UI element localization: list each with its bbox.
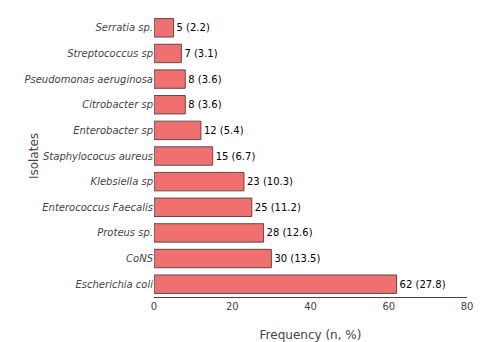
svg-text:Isolates: Isolates xyxy=(27,133,41,179)
svg-text:Streptococcus sp: Streptococcus sp xyxy=(67,48,153,59)
svg-text:60: 60 xyxy=(382,301,395,312)
svg-text:15 (6.7): 15 (6.7) xyxy=(216,151,256,162)
svg-text:8 (3.6): 8 (3.6) xyxy=(188,99,221,110)
svg-text:20: 20 xyxy=(226,301,239,312)
svg-text:Frequency (n, %): Frequency (n, %) xyxy=(260,328,362,342)
svg-text:80: 80 xyxy=(461,301,474,312)
svg-text:Serratia sp.: Serratia sp. xyxy=(95,22,153,33)
svg-text:40: 40 xyxy=(304,301,317,312)
svg-text:Enterobacter sp: Enterobacter sp xyxy=(73,125,153,136)
svg-text:Citrobacter sp: Citrobacter sp xyxy=(82,99,153,110)
svg-text:Escherichia coli: Escherichia coli xyxy=(76,279,154,290)
svg-text:Klebsiella sp: Klebsiella sp xyxy=(91,176,153,187)
svg-text:30 (13.5): 30 (13.5) xyxy=(274,253,320,264)
svg-text:23 (10.3): 23 (10.3) xyxy=(247,176,293,187)
svg-text:Enterococcus Faecalis: Enterococcus Faecalis xyxy=(42,202,153,213)
svg-text:5 (2.2): 5 (2.2) xyxy=(177,22,210,33)
svg-text:Proteus sp.: Proteus sp. xyxy=(97,227,153,238)
svg-text:Staphylococus aureus: Staphylococus aureus xyxy=(43,151,153,162)
svg-text:62 (27.8): 62 (27.8) xyxy=(400,279,446,290)
svg-text:28 (12.6): 28 (12.6) xyxy=(267,227,313,238)
svg-text:25 (11.2): 25 (11.2) xyxy=(255,202,301,213)
svg-text:Pseudomonas aeruginosa: Pseudomonas aeruginosa xyxy=(24,74,153,85)
svg-text:12 (5.4): 12 (5.4) xyxy=(204,125,244,136)
svg-text:CoNS: CoNS xyxy=(126,253,154,264)
svg-text:8 (3.6): 8 (3.6) xyxy=(188,74,221,85)
svg-text:7 (3.1): 7 (3.1) xyxy=(184,48,217,59)
svg-text:0: 0 xyxy=(151,301,157,312)
